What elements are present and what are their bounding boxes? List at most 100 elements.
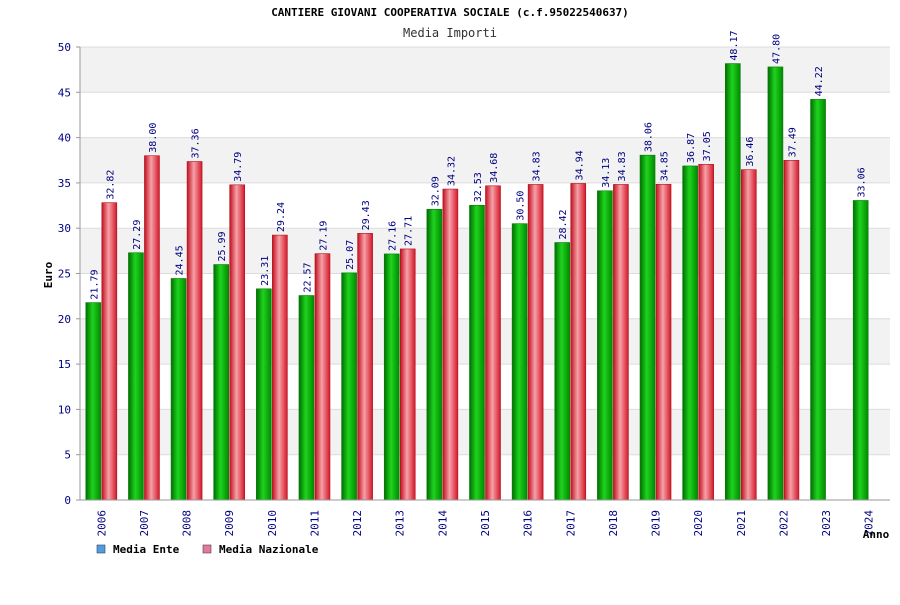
- x-tick-label: 2022: [777, 510, 790, 537]
- bar-media-ente: [639, 154, 656, 501]
- legend-label: Media Ente: [113, 543, 180, 556]
- data-label: 44.22: [814, 66, 825, 96]
- data-label: 27.16: [388, 221, 399, 251]
- data-label: 38.00: [148, 123, 159, 153]
- chart-title: CANTIERE GIOVANI COOPERATIVA SOCIALE (c.…: [271, 6, 629, 19]
- data-label: 22.57: [302, 262, 313, 292]
- y-tick-label: 0: [64, 494, 71, 507]
- data-label: 21.79: [89, 269, 100, 299]
- data-label: 28.42: [558, 209, 569, 239]
- bar-media-nazionale: [613, 184, 629, 501]
- data-label: 34.79: [233, 152, 244, 182]
- data-label: 34.83: [617, 151, 628, 181]
- data-label: 32.82: [105, 170, 116, 200]
- bar-media-nazionale: [229, 184, 246, 501]
- data-label: 34.85: [660, 151, 671, 181]
- data-label: 24.45: [175, 245, 186, 275]
- data-label: 38.06: [644, 122, 655, 152]
- y-tick-label: 35: [58, 177, 71, 190]
- bar-media-ente: [767, 66, 784, 501]
- x-tick-label: 2010: [266, 510, 279, 537]
- data-label: 25.07: [345, 240, 356, 270]
- bar-media-nazionale: [314, 253, 331, 501]
- y-tick-label: 15: [58, 358, 71, 371]
- data-label: 47.80: [771, 34, 782, 64]
- x-tick-label: 2006: [95, 510, 108, 537]
- x-tick-label: 2014: [436, 510, 449, 537]
- data-label: 27.19: [318, 221, 329, 251]
- bar-media-ente: [426, 208, 443, 501]
- y-tick-label: 20: [58, 313, 71, 326]
- bar-media-nazionale: [186, 161, 203, 501]
- data-label: 33.06: [857, 167, 868, 197]
- data-label: 36.87: [686, 133, 697, 163]
- y-tick-label: 45: [58, 86, 71, 99]
- x-axis-title: Anno: [863, 528, 890, 541]
- bar-media-nazionale: [740, 169, 757, 501]
- x-tick-label: 2007: [138, 510, 151, 537]
- bar-media-ente: [810, 99, 826, 501]
- bar-media-ente: [469, 204, 485, 501]
- data-label: 30.50: [516, 191, 527, 221]
- data-label: 29.24: [276, 202, 287, 232]
- x-tick-label: 2021: [735, 510, 748, 537]
- y-tick-label: 30: [58, 222, 71, 235]
- x-tick-label: 2023: [820, 510, 833, 537]
- x-tick-label: 2018: [607, 510, 620, 537]
- bar-media-nazionale: [272, 234, 288, 501]
- data-label: 34.13: [601, 158, 612, 188]
- data-label: 37.36: [191, 128, 202, 158]
- data-label: 34.83: [532, 151, 543, 181]
- bar-media-ente: [341, 272, 357, 501]
- bar-media-nazionale: [101, 202, 118, 501]
- legend: Media Ente Media Nazionale: [96, 543, 319, 556]
- bar-media-nazionale: [144, 155, 160, 501]
- bar-media-ente: [170, 278, 187, 501]
- bar-media-ente: [682, 165, 698, 501]
- data-label: 34.68: [489, 153, 500, 183]
- bar-media-ente: [85, 302, 102, 501]
- legend-label: Media Nazionale: [219, 543, 319, 556]
- bar-media-ente: [852, 200, 869, 501]
- data-label: 29.43: [361, 200, 372, 230]
- data-label: 23.31: [260, 256, 271, 286]
- bar-media-nazionale: [485, 185, 501, 501]
- data-label: 36.46: [745, 137, 756, 167]
- grid-band: [80, 47, 890, 93]
- bar-media-nazionale: [399, 248, 416, 501]
- bar-media-nazionale: [527, 184, 544, 501]
- y-tick-label: 25: [58, 268, 71, 281]
- x-tick-label: 2024: [863, 510, 876, 537]
- x-tick-label: 2019: [650, 510, 663, 537]
- x-tick-label: 2020: [692, 510, 705, 537]
- bar-media-ente: [383, 253, 400, 501]
- bar-media-nazionale: [783, 160, 800, 501]
- data-label: 25.99: [217, 231, 228, 261]
- bar-media-nazionale: [357, 233, 373, 501]
- data-label: 48.17: [729, 30, 740, 60]
- legend-swatch: [96, 544, 106, 554]
- bar-media-nazionale: [655, 183, 672, 501]
- chart-subtitle: Media Importi: [403, 26, 497, 40]
- data-label: 27.71: [404, 216, 415, 246]
- data-label: 27.29: [132, 220, 143, 250]
- x-tick-label: 2016: [522, 510, 535, 537]
- x-tick-label: 2017: [564, 510, 577, 537]
- data-label: 32.53: [473, 172, 484, 202]
- bar-media-ente: [128, 252, 144, 501]
- x-tick-label: 2009: [223, 510, 236, 537]
- data-label: 34.94: [574, 150, 585, 180]
- bar-media-nazionale: [442, 188, 459, 501]
- bar-media-ente: [554, 242, 571, 501]
- bar-media-ente: [597, 190, 613, 501]
- x-tick-label: 2015: [479, 510, 492, 537]
- y-tick-label: 50: [58, 41, 71, 54]
- data-label: 37.05: [702, 131, 713, 161]
- data-label: 34.32: [446, 156, 457, 186]
- x-tick-label: 2012: [351, 510, 364, 537]
- y-tick-label: 10: [58, 403, 71, 416]
- legend-swatch: [202, 544, 212, 554]
- x-tick-label: 2011: [308, 510, 321, 537]
